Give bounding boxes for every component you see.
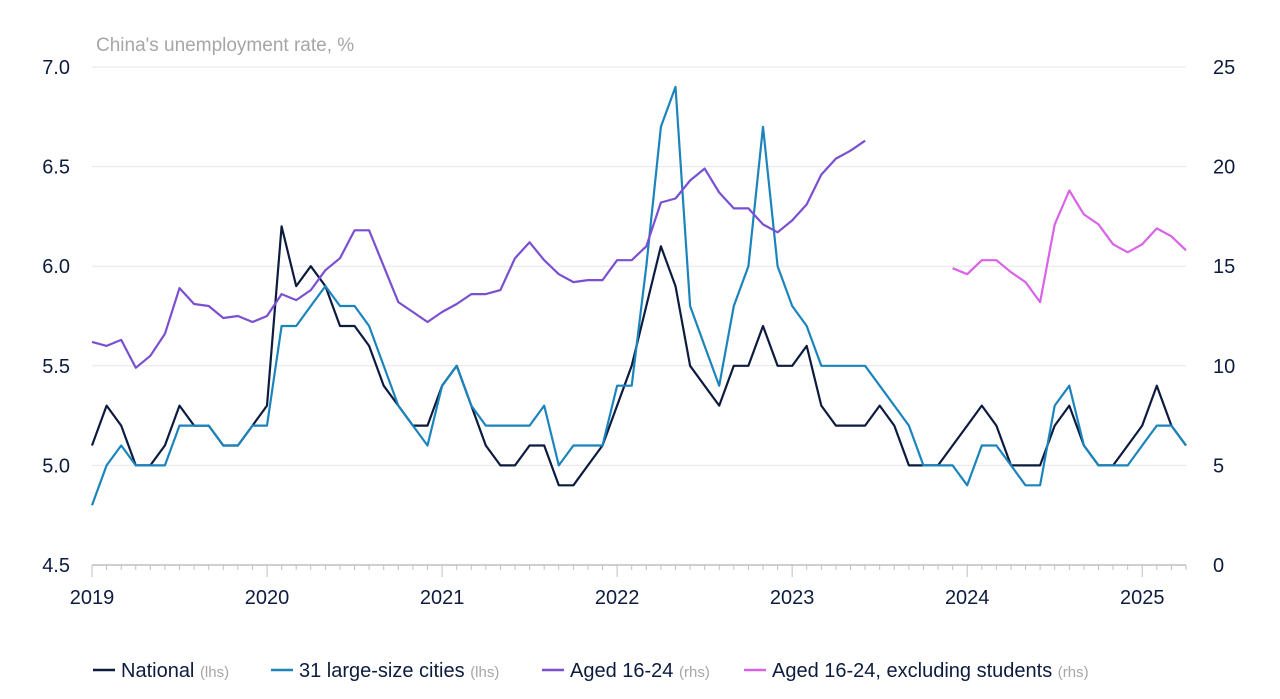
right-tick-label: 15 — [1213, 256, 1235, 278]
left-tick-label: 5.0 — [42, 455, 70, 477]
series-line-2 — [91, 139, 866, 369]
right-tick-label: 0 — [1213, 555, 1224, 577]
x-tick-label: 2023 — [770, 587, 815, 609]
right-tick-label: 5 — [1213, 455, 1224, 477]
right-tick-label: 25 — [1213, 57, 1235, 79]
x-tick-label: 2019 — [70, 587, 115, 609]
left-tick-label: 5.5 — [42, 356, 70, 378]
right-tick-label: 20 — [1213, 157, 1235, 179]
chart-title: China's unemployment rate, % — [96, 35, 354, 56]
legend-label-2: Aged 16-24 (rhs) — [570, 660, 710, 682]
legend: National (lhs) 31 large-size cities (lhs)… — [93, 660, 1089, 682]
left-axis: 4.5 5.0 5.5 6.0 6.5 7.0 — [42, 57, 70, 577]
left-tick-label: 6.0 — [42, 256, 70, 278]
x-tick-label: 2020 — [245, 587, 290, 609]
left-tick-label: 4.5 — [42, 555, 70, 577]
legend-label-0: National (lhs) — [121, 660, 229, 682]
x-tick-label: 2021 — [420, 587, 465, 609]
right-axis: 0 5 10 15 20 25 — [1213, 57, 1235, 577]
right-tick-label: 10 — [1213, 356, 1235, 378]
left-tick-label: 7.0 — [42, 57, 70, 79]
series-line-1 — [90, 85, 1187, 506]
legend-label-1: 31 large-size cities (lhs) — [299, 660, 499, 682]
grid-lines — [92, 66, 1186, 466]
x-tick-label: 2022 — [595, 587, 640, 609]
x-tick-label: 2025 — [1120, 587, 1165, 609]
series-line-3 — [952, 189, 1187, 304]
legend-label-3: Aged 16-24, excluding students (rhs) — [772, 660, 1089, 682]
series-lines — [90, 85, 1187, 506]
x-axis: 2019 2020 2021 2022 2023 2024 2025 — [70, 564, 1187, 609]
x-tick-label: 2024 — [945, 587, 990, 609]
series-line-0 — [90, 225, 1187, 487]
left-tick-label: 6.5 — [42, 157, 70, 179]
